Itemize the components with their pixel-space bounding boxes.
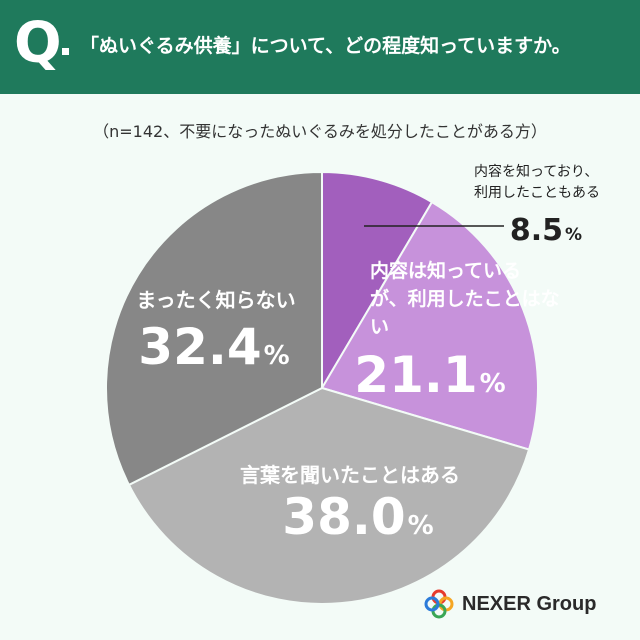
slice-label-2: い <box>370 316 389 338</box>
brand: NEXER Group <box>424 588 596 620</box>
slice-label-1: 内容を知っており、 <box>474 163 598 180</box>
q-dot <box>62 48 69 55</box>
slice-label-3: 言葉を聞いたことはある <box>240 463 460 487</box>
question-header: Q 「ぬいぐるみ供養」について、どの程度知っていますか。 <box>0 0 640 94</box>
q-mark: Q <box>14 11 62 76</box>
brand-name: NEXER Group <box>462 592 597 615</box>
pie-slice-3 <box>127 386 531 605</box>
question-text: 「ぬいぐるみ供養」について、どの程度知っていますか。 <box>80 35 571 57</box>
sample-note: （n=142、不要になったぬいぐるみを処分したことがある方） <box>93 122 547 141</box>
slice-label-2: 内容は知っている <box>370 259 521 282</box>
slice-value-1: 8.5% <box>510 213 582 248</box>
pie-slice-2 <box>320 200 539 451</box>
slice-label-4: まったく知らない <box>136 288 295 312</box>
nexer-logo-icon <box>424 589 454 619</box>
pie-slice-4 <box>105 170 323 487</box>
slice-label-2: が、利用したことはな <box>370 287 560 310</box>
slice-label-1: 利用したこともある <box>474 185 600 201</box>
